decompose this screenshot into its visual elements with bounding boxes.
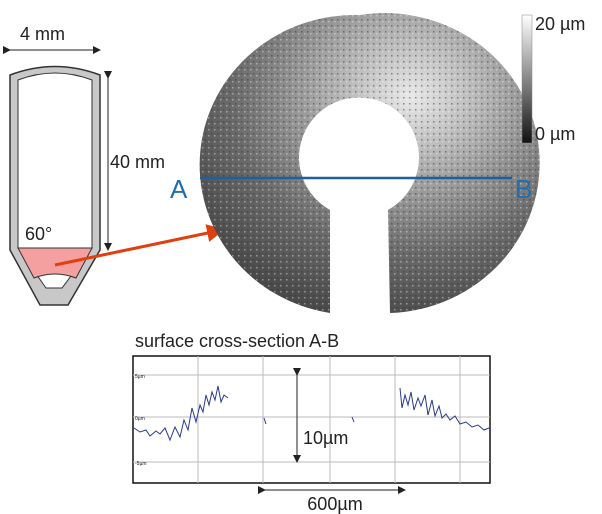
tube-angle: 60° xyxy=(25,224,52,244)
surface-map xyxy=(199,13,540,314)
profile-plot xyxy=(132,355,491,494)
label-b: B xyxy=(515,174,532,204)
height-label: 10µm xyxy=(303,428,348,448)
profile-title: surface cross-section A-B xyxy=(135,331,339,351)
y-label: 5µm xyxy=(135,374,145,380)
y-label: -5µm xyxy=(135,461,147,467)
color-scale xyxy=(521,14,533,144)
tube-width: 4 mm xyxy=(20,24,65,44)
y-label: 0µm xyxy=(135,416,145,422)
width-label: 600µm xyxy=(307,494,362,514)
tube xyxy=(3,46,225,306)
scale-min: 0 µm xyxy=(535,124,575,144)
scale-max: 20 µm xyxy=(535,14,585,34)
tube-length: 40 mm xyxy=(110,152,165,172)
label-a: A xyxy=(170,174,188,204)
